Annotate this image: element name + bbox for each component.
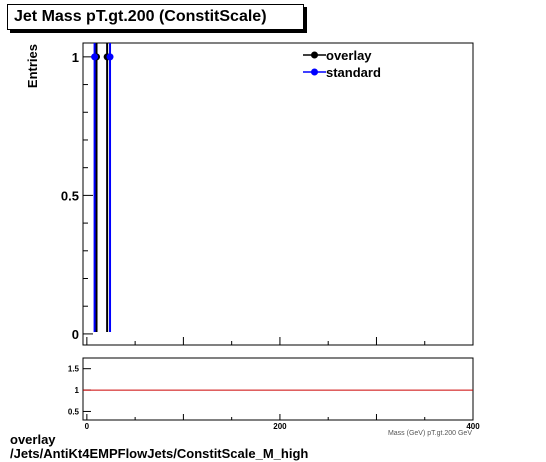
data-point-standard	[91, 53, 99, 61]
footer-line-2: /Jets/AntiKt4EMPFlowJets/ConstitScale_M_…	[10, 446, 309, 461]
data-point-standard	[106, 53, 114, 61]
y-tick-label: 1	[72, 50, 79, 65]
y-tick-label: 0.5	[61, 188, 79, 203]
chart-title: Jet Mass pT.gt.200 (ConstitScale)	[14, 8, 267, 25]
main-plot-frame	[82, 42, 474, 346]
ratio-plot-frame	[82, 357, 474, 421]
y-axis-label: Entries	[25, 44, 40, 88]
legend-marker-standard	[311, 68, 318, 76]
ratio-y-tick-label: 1.5	[68, 365, 80, 374]
legend-label-overlay: overlay	[326, 48, 372, 63]
ratio-x-tick-label: 0	[85, 422, 90, 431]
ratio-y-tick-label: 0.5	[68, 407, 80, 416]
ratio-x-tick-label: 400	[466, 422, 480, 431]
y-tick-label: 0	[72, 327, 79, 342]
ratio-x-tick-label: 200	[273, 422, 287, 431]
legend-marker-overlay	[311, 51, 318, 59]
chart-title-box: Jet Mass pT.gt.200 (ConstitScale)	[7, 4, 304, 30]
ratio-y-tick-label: 1	[75, 386, 80, 395]
x-axis-label: Mass (GeV) pT.gt.200 GeV	[388, 430, 472, 437]
legend-label-standard: standard	[326, 65, 381, 80]
footer-line-1: overlay	[10, 432, 56, 447]
